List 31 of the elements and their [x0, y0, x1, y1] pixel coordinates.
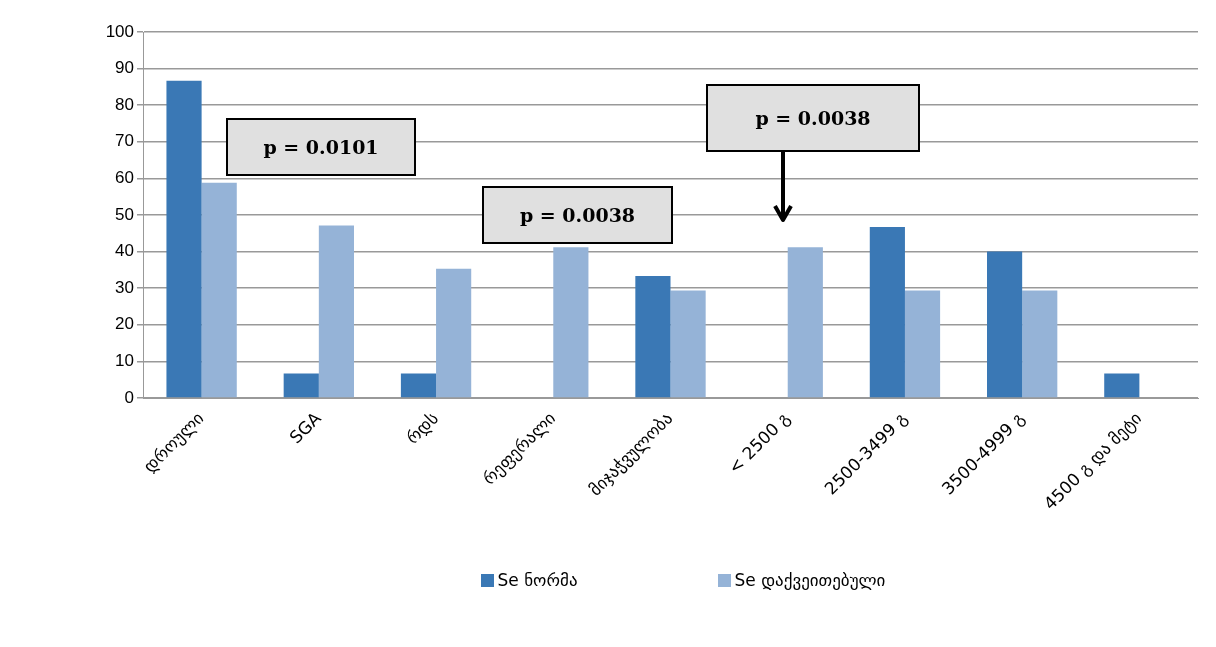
- bar: [1022, 290, 1058, 398]
- y-tick-label: 0: [124, 387, 134, 407]
- bar: [318, 225, 354, 398]
- bar: [987, 251, 1023, 398]
- bar: [904, 290, 941, 398]
- label-box: p = 0.0038: [706, 84, 920, 152]
- y-tick-label: 90: [115, 58, 134, 78]
- y-tick-label: 70: [115, 131, 134, 151]
- bar: [400, 373, 437, 398]
- bar: [1104, 373, 1140, 398]
- bar: [166, 80, 202, 398]
- legend-label: Se ნორმა: [497, 570, 578, 590]
- bar: [787, 247, 823, 398]
- y-tick-label: 80: [115, 94, 134, 114]
- label-box: p = 0.0101: [226, 118, 416, 176]
- y-tick-label: 60: [115, 168, 134, 188]
- legend-label: Se დაქვეითებული: [734, 570, 886, 590]
- y-tick-label: 20: [115, 314, 134, 334]
- y-tick-label: 50: [115, 204, 134, 224]
- y-tick-label: 100: [105, 21, 134, 41]
- bar: [201, 182, 237, 398]
- bar: [670, 290, 706, 398]
- bar: [635, 276, 671, 398]
- y-tick-label: 30: [115, 277, 134, 297]
- bar: [869, 227, 905, 398]
- bar: [283, 373, 319, 398]
- label-box: p = 0.0038: [482, 186, 673, 244]
- y-tick-label: 40: [115, 241, 134, 261]
- bar: [436, 268, 472, 398]
- bar: [553, 247, 589, 398]
- y-tick-label: 10: [115, 351, 134, 371]
